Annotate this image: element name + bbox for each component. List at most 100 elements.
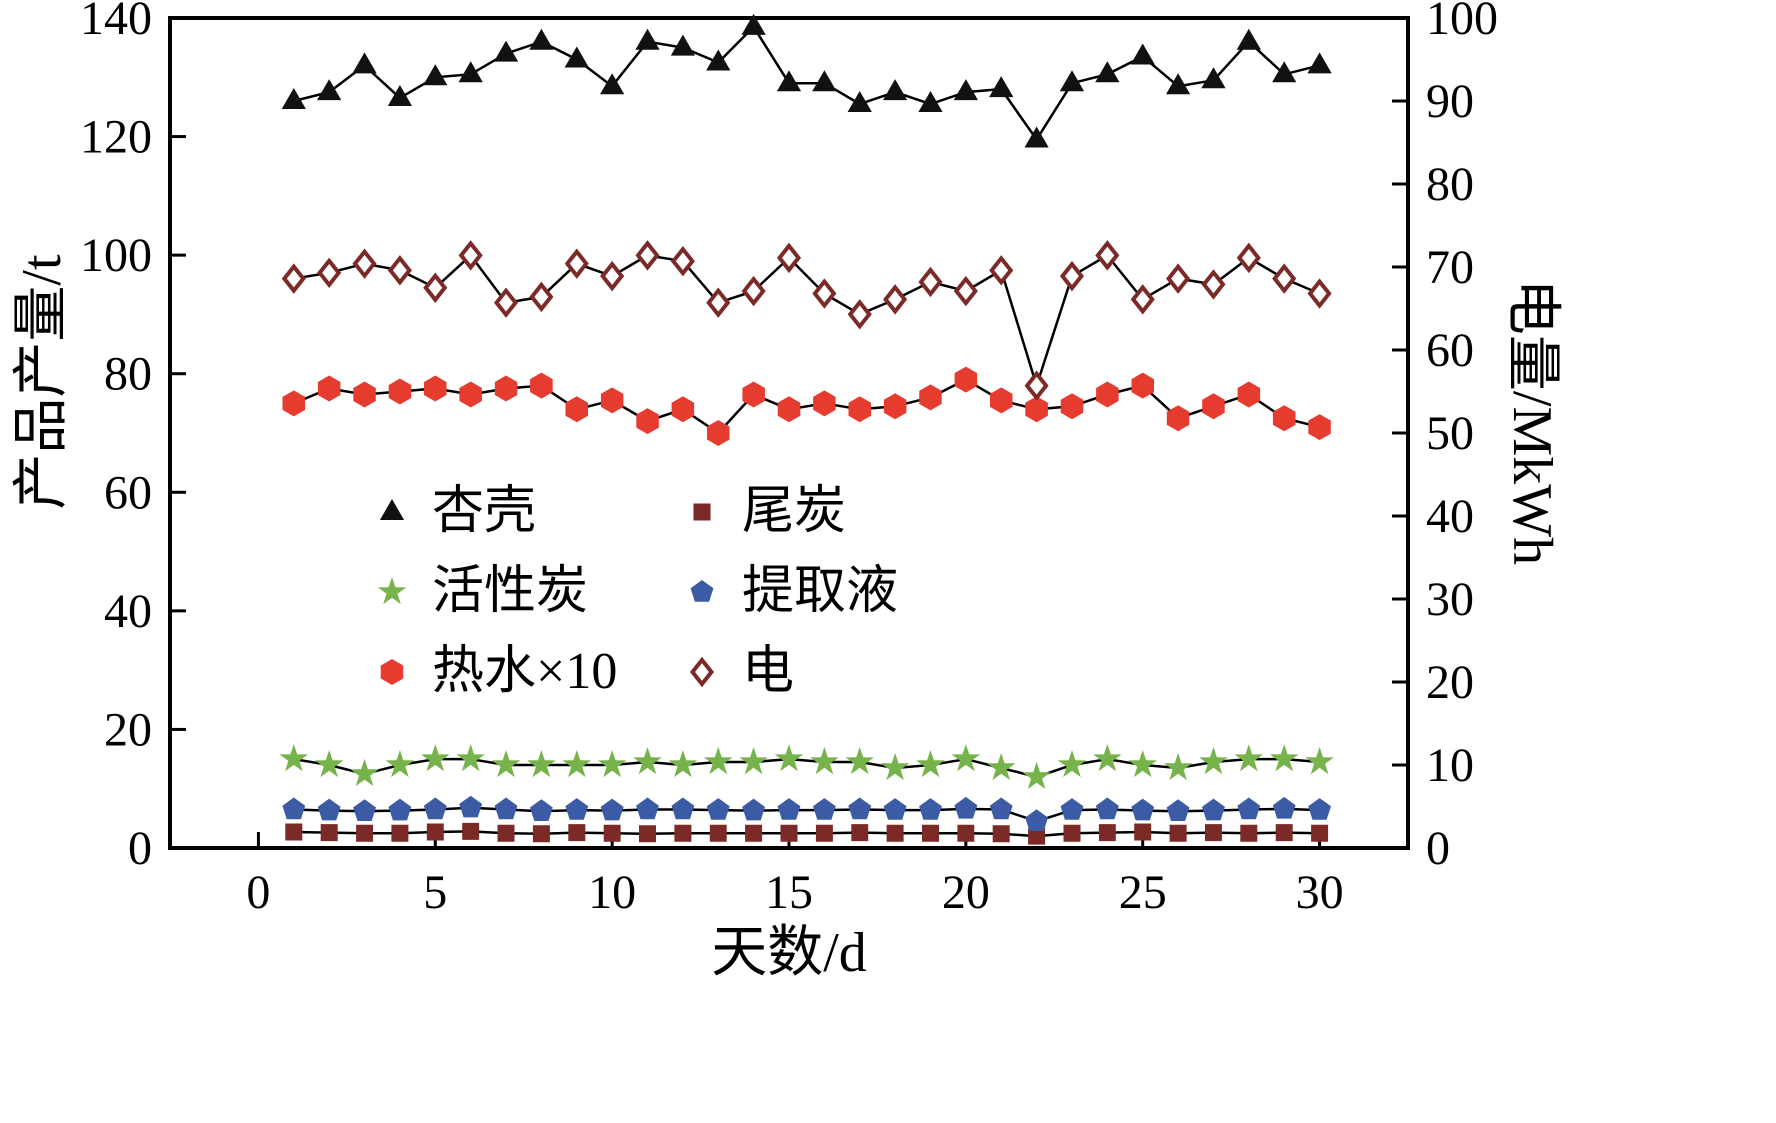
marker-pentagon bbox=[848, 797, 872, 820]
marker-hexagon bbox=[919, 384, 942, 411]
y-left-tick-label: 80 bbox=[104, 348, 152, 401]
marker-pentagon bbox=[919, 798, 942, 820]
marker-triangle bbox=[706, 49, 731, 71]
marker-star bbox=[377, 577, 407, 605]
marker-triangle bbox=[1024, 126, 1049, 148]
marker-diamond-open bbox=[458, 240, 483, 271]
marker-hexagon bbox=[1272, 405, 1296, 432]
y-right-tick-label: 0 bbox=[1426, 822, 1450, 875]
marker-star bbox=[491, 750, 521, 778]
marker-triangle bbox=[281, 88, 306, 109]
marker-diamond-open bbox=[352, 248, 377, 279]
series-hot-water bbox=[282, 366, 1331, 446]
y-right-tick-label: 40 bbox=[1426, 490, 1474, 543]
marker-square bbox=[957, 824, 975, 842]
marker-pentagon bbox=[706, 798, 730, 820]
x-tick-label: 25 bbox=[1119, 866, 1167, 919]
y-right-tick-label: 60 bbox=[1426, 324, 1474, 377]
marker-star bbox=[633, 747, 662, 775]
marker-triangle bbox=[423, 64, 448, 86]
marker-triangle bbox=[1059, 70, 1085, 92]
marker-diamond-open bbox=[953, 275, 978, 307]
marker-pentagon bbox=[459, 795, 483, 818]
series-line-apricot-shell bbox=[293, 24, 1320, 142]
marker-pentagon bbox=[1060, 798, 1084, 820]
marker-pentagon bbox=[636, 797, 659, 820]
marker-hexagon bbox=[1237, 381, 1261, 408]
marker-triangle bbox=[635, 28, 660, 50]
marker-triangle bbox=[776, 70, 802, 92]
marker-hexagon bbox=[494, 375, 518, 402]
marker-hexagon bbox=[883, 393, 907, 420]
y-left-tick-label: 40 bbox=[104, 585, 152, 638]
marker-square bbox=[1098, 824, 1116, 842]
marker-triangle bbox=[1095, 61, 1120, 83]
marker-diamond-open bbox=[317, 257, 342, 289]
marker-star bbox=[845, 747, 874, 775]
y-left-tick-label: 0 bbox=[128, 822, 152, 875]
marker-pentagon bbox=[777, 798, 801, 820]
marker-square bbox=[426, 823, 444, 841]
marker-square bbox=[674, 824, 692, 842]
marker-star bbox=[1234, 744, 1264, 772]
marker-square bbox=[815, 824, 833, 842]
marker-square bbox=[391, 824, 409, 842]
marker-hexagon bbox=[1131, 372, 1154, 399]
marker-square bbox=[1028, 827, 1046, 845]
marker-pentagon bbox=[1025, 809, 1048, 831]
marker-star bbox=[1093, 744, 1122, 772]
y-axis-title-left: 产品产量/t bbox=[11, 254, 73, 510]
y-right-tick-label: 20 bbox=[1426, 656, 1474, 709]
marker-square bbox=[709, 824, 727, 842]
series-line-tail-char bbox=[293, 830, 1320, 838]
legend-markers bbox=[377, 499, 715, 688]
marker-triangle bbox=[670, 34, 695, 56]
marker-square bbox=[922, 824, 939, 842]
marker-pentagon bbox=[423, 797, 447, 820]
marker-hexagon bbox=[282, 390, 306, 417]
marker-star bbox=[350, 758, 379, 786]
legend-label-tail-char: 尾炭 bbox=[742, 483, 847, 540]
marker-square bbox=[1205, 824, 1222, 842]
axes: 0204060801001201400102030405060708090100… bbox=[80, 0, 1498, 919]
marker-triangle bbox=[317, 79, 342, 101]
marker-hexagon bbox=[848, 396, 871, 423]
marker-pentagon bbox=[883, 798, 907, 820]
marker-diamond-open bbox=[689, 656, 715, 688]
marker-triangle bbox=[379, 499, 405, 520]
marker-square bbox=[1275, 824, 1293, 842]
series-line-extract-liquid bbox=[293, 806, 1320, 823]
marker-star bbox=[562, 750, 591, 778]
marker-pentagon bbox=[1131, 798, 1155, 821]
marker-pentagon bbox=[1308, 798, 1331, 820]
marker-hexagon bbox=[990, 387, 1013, 414]
marker-star bbox=[810, 747, 839, 775]
marker-hexagon bbox=[777, 396, 801, 423]
x-tick-label: 20 bbox=[942, 866, 990, 919]
y-axis-title-right: 电量/MkWh bbox=[1501, 278, 1563, 566]
marker-triangle bbox=[1201, 67, 1226, 89]
y-right-tick-label: 50 bbox=[1426, 407, 1474, 460]
marker-square bbox=[886, 824, 904, 842]
marker-pentagon bbox=[671, 797, 695, 820]
marker-star bbox=[1022, 761, 1051, 789]
marker-pentagon bbox=[1095, 797, 1119, 820]
marker-star bbox=[279, 744, 309, 772]
marker-diamond-open bbox=[706, 287, 731, 318]
y-left-tick-label: 60 bbox=[104, 466, 152, 519]
marker-star bbox=[527, 750, 556, 778]
marker-pentagon bbox=[989, 797, 1013, 820]
marker-diamond-open bbox=[493, 287, 519, 318]
marker-triangle bbox=[1236, 28, 1261, 50]
marker-triangle bbox=[883, 79, 908, 101]
marker-hexagon bbox=[424, 375, 447, 402]
y-left-tick-label: 100 bbox=[80, 229, 152, 282]
marker-star bbox=[1305, 747, 1334, 775]
marker-hexagon bbox=[742, 381, 765, 408]
x-tick-label: 30 bbox=[1296, 866, 1344, 919]
marker-star bbox=[1199, 747, 1228, 775]
marker-diamond-open bbox=[918, 266, 943, 298]
y-right-tick-label: 100 bbox=[1426, 0, 1498, 45]
series-line-electricity bbox=[293, 253, 1321, 390]
marker-hexagon bbox=[565, 396, 588, 423]
